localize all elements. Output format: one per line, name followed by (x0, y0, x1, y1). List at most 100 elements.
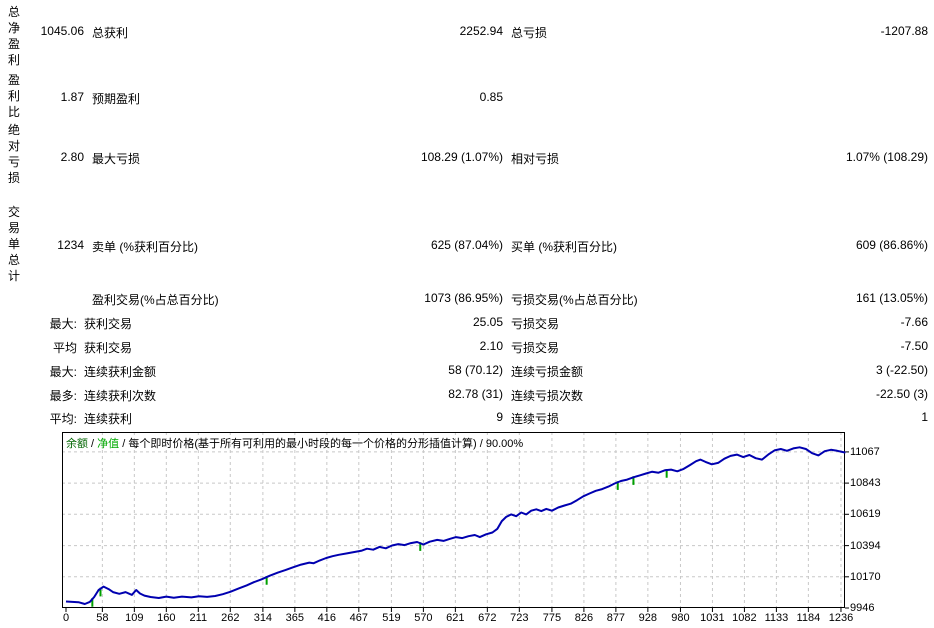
stat-label-left: 连续获利 (84, 412, 133, 426)
stat-row: 2.80 最大亏损 108.29 (1.07%) 相对亏损 1.07% (108.29) (0, 150, 934, 166)
plot-background (62, 432, 845, 608)
chart-legend: 余额 / 净值 / 每个即时价格(基于所有可利用的最小时段的每一个价格的分形插值… (66, 435, 523, 451)
stat-label-left: 卖单 (%获利百分比) (92, 240, 198, 254)
stat-label-mid: 总亏损 (511, 26, 548, 40)
section-label-0: 总 净 盈 利 (7, 5, 20, 67)
x-axis-label: 160 (157, 612, 176, 624)
x-axis-label: 1031 (700, 612, 725, 624)
stat-row: 1045.06 总获利 2252.94 总亏损 -1207.88 (0, 24, 934, 40)
x-axis-label: 1082 (732, 612, 757, 624)
legend-segment-1: / (88, 438, 98, 450)
stat-label-mid: 亏损交易(%占总百分比) (511, 293, 638, 307)
stat-label-left: 获利交易 (84, 317, 133, 331)
stat-value-left: 1.87 (60, 90, 84, 104)
legend-segment-2: 净值 (97, 438, 120, 450)
stat-row: 最大: 连续获利金额 58 (70.12) 连续亏损金额 3 (-22.50) (0, 363, 934, 379)
x-axis-label: 262 (221, 612, 240, 624)
x-axis-label: 109 (125, 612, 144, 624)
stat-value-left: 1045.06 (40, 24, 84, 38)
stat-label-mid: 相对亏损 (511, 152, 560, 166)
legend-segment-0: 余额 (66, 438, 88, 450)
y-axis-label: 10619 (850, 508, 881, 521)
y-axis-label: 10394 (850, 539, 881, 552)
x-axis-label: 570 (414, 612, 433, 624)
legend-segment-4: 90.00% (485, 438, 524, 450)
plot-border (62, 432, 845, 608)
stat-value-right: 1.07% (108.29) (845, 150, 928, 164)
x-axis-label: 519 (382, 612, 401, 624)
stat-value-left: 1234 (57, 238, 84, 252)
stat-value-right: 609 (86.86%) (855, 238, 928, 252)
y-axis-label: 9946 (850, 602, 875, 614)
stat-value-mid: 25.05 (472, 315, 503, 329)
x-axis-label: 467 (349, 612, 368, 624)
stat-value-mid: 108.29 (1.07%) (420, 150, 503, 164)
stat-value-right: -1207.88 (880, 24, 928, 38)
stat-label-mid: 亏损交易 (511, 341, 560, 355)
stat-value-left: 2.80 (60, 150, 84, 164)
x-axis-label: 1133 (764, 612, 789, 624)
stat-prefix: 最多: (49, 389, 77, 403)
stat-prefix: 最大: (49, 317, 77, 331)
x-axis-label: 723 (510, 612, 529, 624)
stat-label-mid: 连续亏损次数 (511, 389, 584, 403)
x-axis-label: 365 (285, 612, 305, 624)
section-label-3: 交 易 单 总 计 (7, 205, 20, 283)
section-label-1: 盈 利 比 (7, 73, 20, 119)
stat-row: 盈利交易(%占总百分比) 1073 (86.95%) 亏损交易(%占总百分比) 161… (0, 291, 934, 307)
legend-segment-3: / 每个即时价格(基于所有可利用的最小时段的每一个价格的分形插值计算) / (119, 438, 486, 450)
stat-row: 1.87 预期盈利 0.85 (0, 90, 934, 106)
x-axis-label: 672 (478, 612, 497, 624)
x-axis-label: 416 (317, 612, 337, 624)
stat-prefix: 最大: (49, 365, 77, 379)
balance-line (65, 446, 846, 605)
stat-value-right: -7.50 (900, 339, 928, 353)
y-axis-label: 11067 (850, 445, 880, 458)
stat-label-left: 连续获利次数 (84, 389, 157, 403)
stat-value-mid: 58 (70.12) (448, 363, 503, 377)
x-axis-label: 58 (96, 612, 109, 624)
x-axis-label: 621 (446, 612, 465, 624)
stat-label-mid: 买单 (%获利百分比) (511, 240, 617, 254)
stat-value-mid: 2.10 (479, 339, 503, 353)
stat-row: 最大: 获利交易 25.05 亏损交易 -7.66 (0, 315, 934, 331)
stat-row: 平均: 连续获利 9 连续亏损 1 (0, 410, 934, 426)
stat-label-left: 总获利 (92, 26, 129, 40)
stat-prefix: 平均 (52, 341, 77, 355)
stat-value-mid: 82.78 (31) (448, 387, 503, 401)
balance-curve-plot (62, 432, 849, 612)
section-label-2: 绝 对 亏 损 (7, 123, 20, 185)
stat-label-left: 预期盈利 (92, 92, 141, 106)
stat-value-right: 3 (-22.50) (875, 363, 928, 377)
y-axis-label: 10170 (850, 570, 881, 583)
x-axis-label: 211 (189, 612, 208, 624)
stat-value-mid: 2252.94 (459, 24, 503, 38)
stat-label-left: 盈利交易(%占总百分比) (92, 293, 219, 307)
stat-value-right: 1 (921, 410, 928, 424)
stat-row: 1234 卖单 (%获利百分比) 625 (87.04%) 买单 (%获利百分比) 60… (0, 238, 934, 254)
stat-value-right: -22.50 (3) (875, 387, 928, 401)
stat-label-mid: 连续亏损金额 (511, 365, 584, 379)
x-axis-label: 928 (638, 612, 658, 624)
stat-value-mid: 625 (87.04%) (430, 238, 503, 252)
x-axis-label: 877 (606, 612, 626, 624)
stat-value-mid: 1073 (86.95%) (424, 291, 503, 305)
stat-row: 平均 获利交易 2.10 亏损交易 -7.50 (0, 339, 934, 355)
stat-value-right: -7.66 (900, 315, 928, 329)
stat-value-mid: 0.85 (479, 90, 503, 104)
stat-value-right: 161 (13.05%) (855, 291, 928, 305)
x-axis-label: 775 (542, 612, 562, 624)
stat-value-mid: 9 (496, 410, 503, 424)
stat-label-left: 连续获利金额 (84, 365, 157, 379)
stat-label-mid: 连续亏损 (511, 412, 560, 426)
stat-label-left: 最大亏损 (92, 152, 141, 166)
stat-prefix: 平均: (49, 412, 77, 426)
x-axis-label: 0 (62, 612, 70, 624)
y-axis-label: 10843 (850, 477, 881, 490)
x-axis-label: 980 (671, 612, 690, 624)
stat-label-left: 获利交易 (84, 341, 133, 355)
x-axis-label: 826 (574, 612, 594, 624)
x-axis-label: 1236 (828, 612, 854, 624)
stat-row: 最多: 连续获利次数 82.78 (31) 连续亏损次数 -22.50 (3) (0, 387, 934, 403)
